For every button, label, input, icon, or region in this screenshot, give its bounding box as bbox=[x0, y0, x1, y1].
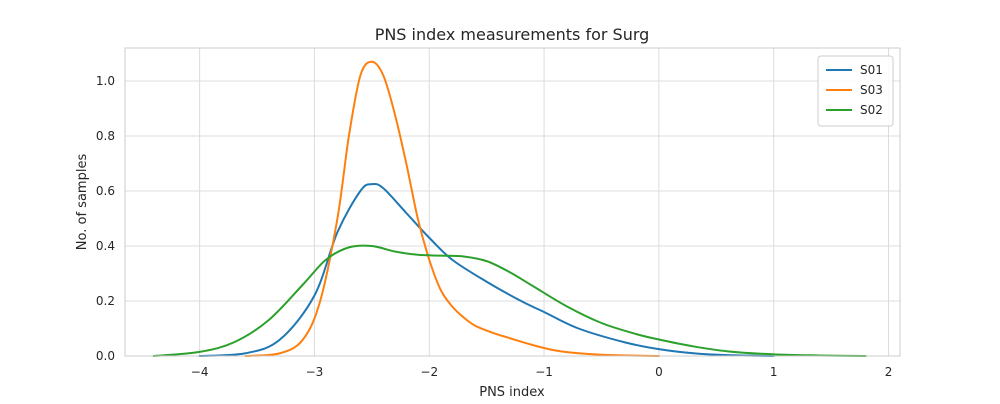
y-tick-label: 0.2 bbox=[96, 294, 115, 308]
x-tick-label: −1 bbox=[535, 365, 553, 379]
y-tick-label: 0.8 bbox=[96, 129, 115, 143]
x-tick-label: −3 bbox=[306, 365, 324, 379]
x-tick-label: 2 bbox=[885, 365, 893, 379]
x-tick-label: −4 bbox=[191, 365, 209, 379]
y-tick-labels: 0.0 0.2 0.4 0.6 0.8 1.0 bbox=[96, 74, 115, 363]
legend-label-s03: S03 bbox=[860, 83, 883, 97]
legend-label-s02: S02 bbox=[860, 103, 883, 117]
legend-label-s01: S01 bbox=[860, 63, 883, 77]
x-tick-labels: −4 −3 −2 −1 0 1 2 bbox=[191, 365, 893, 379]
series-line-s01 bbox=[198, 182, 775, 357]
x-tick-label: −2 bbox=[420, 365, 438, 379]
y-tick-label: 0.0 bbox=[96, 349, 115, 363]
y-tick-label: 0.4 bbox=[96, 239, 115, 253]
x-axis-label: PNS index bbox=[479, 385, 545, 400]
legend-box bbox=[817, 55, 894, 127]
y-tick-label: 0.6 bbox=[96, 184, 115, 198]
grid bbox=[125, 48, 900, 357]
axes-frame bbox=[124, 47, 901, 357]
series-line-s03 bbox=[244, 60, 660, 357]
y-tick-label: 1.0 bbox=[96, 74, 115, 88]
series-line-s02 bbox=[152, 244, 867, 357]
x-tick-label: 1 bbox=[770, 365, 778, 379]
series-layer bbox=[152, 60, 867, 357]
x-tick-label: 0 bbox=[655, 365, 663, 379]
y-axis-label: No. of samples bbox=[75, 154, 90, 251]
legend: S01 S03 S02 bbox=[817, 55, 894, 127]
chart-title: PNS index measurements for Surg bbox=[375, 25, 650, 44]
